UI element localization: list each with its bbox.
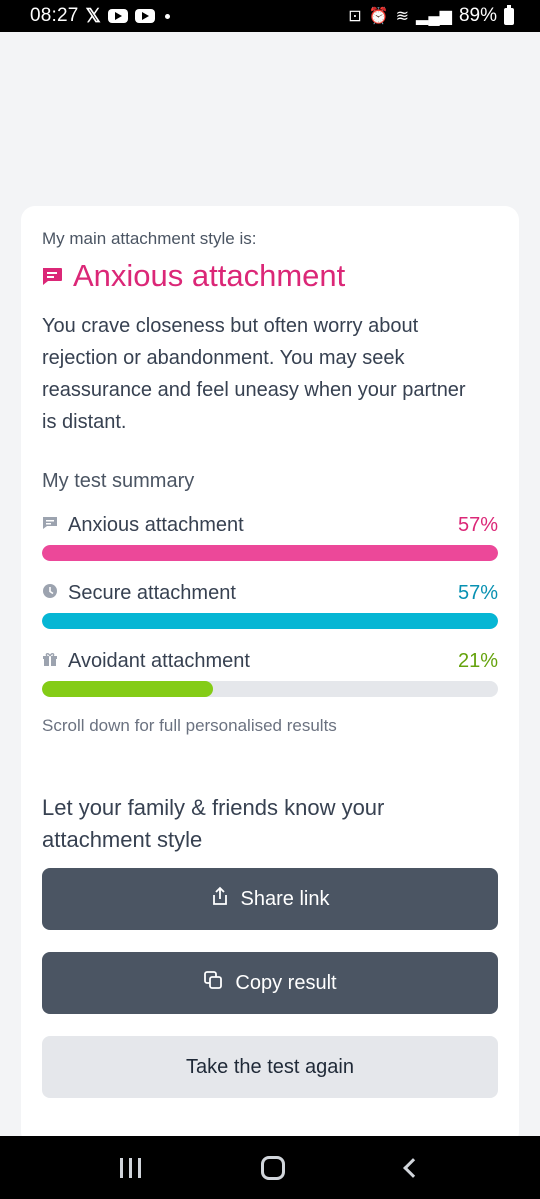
progress-fill [42, 545, 498, 561]
summary-item-secure: Secure attachment 57% [42, 579, 498, 629]
battery-icon [504, 4, 514, 25]
status-time: 08:27 [30, 5, 79, 26]
progress-track [42, 613, 498, 629]
summary-title: My test summary [42, 470, 195, 492]
more-notifications-icon [164, 13, 170, 19]
youtube-icon [134, 9, 155, 23]
summary-item-label: Anxious attachment [68, 513, 244, 536]
progress-track [42, 545, 498, 561]
retake-test-label: Take the test again [186, 1055, 354, 1078]
youtube-icon [107, 9, 128, 23]
summary-item-percent: 57% [457, 581, 498, 604]
copy-icon [203, 970, 223, 996]
share-icon [211, 886, 229, 912]
status-bar: 08:27 𝕏 ⊡ ⏰ ≋ ▂▄▆ 89% [0, 0, 540, 32]
recents-button[interactable] [120, 1157, 142, 1178]
result-headline: Anxious attachment [41, 258, 345, 294]
x-app-icon: 𝕏 [85, 5, 101, 27]
signal-icon: ▂▄▆ [416, 8, 452, 25]
attachment-style-title: Anxious attachment [73, 258, 346, 293]
summary-item-label: Secure attachment [68, 581, 236, 604]
progress-track [42, 681, 498, 697]
summary-item-label: Avoidant attachment [68, 649, 250, 672]
alarm-icon: ⏰ [368, 8, 389, 25]
share-link-label: Share link [240, 887, 330, 910]
result-card: My main attachment style is: Anxious att… [21, 206, 519, 1146]
system-nav-bar [0, 1136, 540, 1199]
result-description: You crave closeness but often worry abou… [42, 315, 466, 433]
summary-item-percent: 21% [457, 649, 498, 672]
share-title: Let your family & friends know your atta… [42, 795, 385, 852]
chat-icon [41, 265, 63, 287]
summary-item-anxious: Anxious attachment 57% [42, 511, 498, 561]
back-button[interactable] [402, 1157, 423, 1178]
copy-result-label: Copy result [235, 971, 337, 994]
battery-saver-icon: ⊡ [348, 8, 362, 25]
battery-percent: 89% [458, 5, 497, 26]
summary-item-percent: 57% [457, 513, 498, 536]
summary-item-avoidant: Avoidant attachment 21% [42, 647, 498, 697]
gift-icon [42, 651, 58, 672]
scroll-note: Scroll down for full personalised result… [42, 716, 337, 735]
copy-result-button[interactable]: Copy result [42, 952, 498, 1014]
progress-fill [42, 681, 213, 697]
share-link-button[interactable]: Share link [42, 868, 498, 930]
retake-test-button[interactable]: Take the test again [42, 1036, 498, 1098]
clock-icon [42, 583, 58, 604]
chat-icon [42, 515, 58, 536]
wifi-icon: ≋ [395, 8, 410, 25]
progress-fill [42, 613, 498, 629]
result-lead: My main attachment style is: [42, 229, 257, 248]
home-button[interactable] [261, 1155, 286, 1180]
